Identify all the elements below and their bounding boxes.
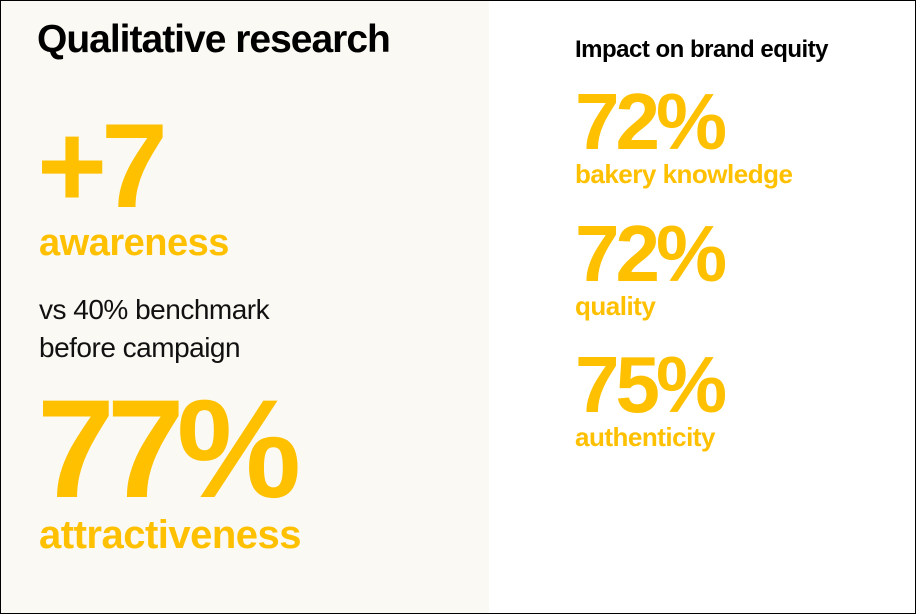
metric-quality: 72% quality <box>575 209 895 322</box>
metric-bakery-knowledge: 72% bakery knowledge <box>575 77 895 190</box>
brand-equity-title: Impact on brand equity <box>575 36 829 63</box>
metric-label: authenticity <box>575 422 715 452</box>
attractiveness-label: attractiveness <box>39 513 302 557</box>
benchmark-line-1: vs 40% benchmark <box>39 294 270 325</box>
metric-value: 72% <box>575 209 727 298</box>
metric-value: 75% <box>575 340 727 429</box>
benchmark-note: vs 40% benchmark before campaign <box>39 291 270 367</box>
metric-label: quality <box>575 291 656 321</box>
attractiveness-stat: 77% <box>37 370 301 527</box>
metric-authenticity: 75% authenticity <box>575 340 895 453</box>
qualitative-research-panel: Qualitative research +7 awareness vs 40%… <box>1 1 489 613</box>
awareness-stat: +7 <box>37 99 168 233</box>
section-title: Qualitative research <box>37 18 391 61</box>
benchmark-line-2: before campaign <box>39 332 241 363</box>
metric-value: 72% <box>575 77 727 166</box>
awareness-label: awareness <box>39 222 229 264</box>
metric-label: bakery knowledge <box>575 159 793 189</box>
